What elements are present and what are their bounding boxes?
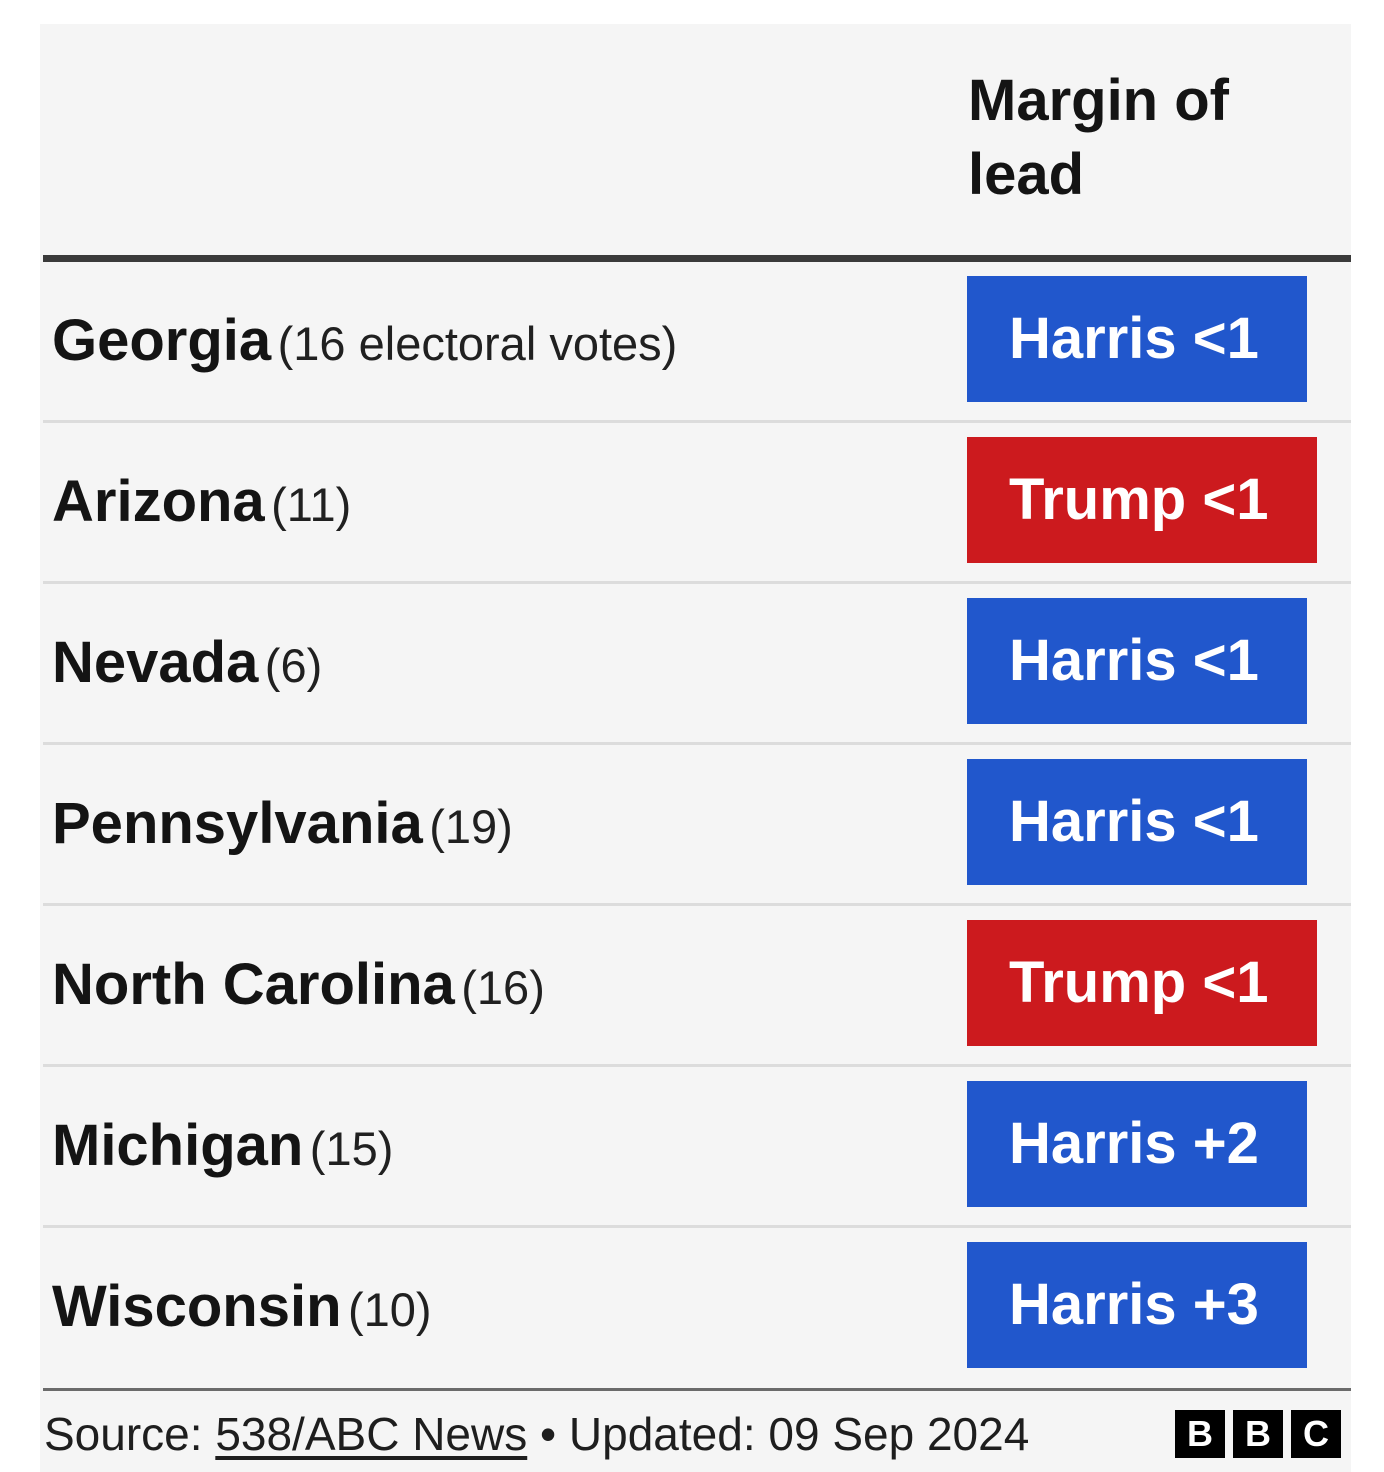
state-cell: Pennsylvania (19) <box>52 745 513 903</box>
state-cell: Michigan (15) <box>52 1067 393 1225</box>
source-link[interactable]: 538/ABC News <box>215 1408 528 1460</box>
updated-text: • Updated: 09 Sep 2024 <box>527 1408 1030 1460</box>
state-cell: Wisconsin (10) <box>52 1228 432 1386</box>
margin-badge: Harris +2 <box>967 1081 1307 1207</box>
margin-badge: Harris <1 <box>967 759 1307 885</box>
margin-badge: Harris <1 <box>967 276 1307 402</box>
chart-panel: Margin of lead <box>40 24 1351 1472</box>
state-name: North Carolina <box>52 952 455 1017</box>
state-name: Arizona <box>52 469 265 534</box>
header-divider <box>43 255 1351 262</box>
source-prefix: Source: <box>44 1408 216 1460</box>
electoral-votes: (16 electoral votes) <box>277 317 678 370</box>
table-row: North Carolina (16) Trump <1 <box>43 906 1351 1067</box>
electoral-votes: (10) <box>347 1283 432 1336</box>
table-row: Michigan (15) Harris +2 <box>43 1067 1351 1228</box>
margin-badge: Harris <1 <box>967 598 1307 724</box>
electoral-votes: (11) <box>271 478 352 531</box>
state-name: Nevada <box>52 630 259 695</box>
state-name: Michigan <box>52 1113 304 1178</box>
table-row: Wisconsin (10) Harris +3 <box>43 1228 1351 1386</box>
electoral-votes: (19) <box>429 800 513 853</box>
table-header: Margin of lead <box>40 24 1351 254</box>
table-row: Nevada (6) Harris <1 <box>43 584 1351 745</box>
state-cell: North Carolina (16) <box>52 906 545 1064</box>
margin-badge: Trump <1 <box>967 920 1317 1046</box>
bbc-logo: B B C <box>1175 1410 1341 1458</box>
bbc-logo-b1: B <box>1175 1410 1225 1458</box>
table-body: Georgia (16 electoral votes) Harris <1 Ari… <box>43 262 1351 1386</box>
source-footer: Source: 538/ABC News • Updated: 09 Sep 2… <box>44 1404 1029 1464</box>
electoral-votes: (15) <box>309 1122 394 1175</box>
electoral-votes: (6) <box>264 639 323 692</box>
margin-badge: Trump <1 <box>967 437 1317 563</box>
footer-divider <box>43 1388 1351 1391</box>
state-cell: Nevada (6) <box>52 584 322 742</box>
bbc-logo-b2: B <box>1233 1410 1283 1458</box>
electoral-votes: (16) <box>461 961 545 1014</box>
state-name: Georgia <box>52 308 272 373</box>
table-row: Arizona (11) Trump <1 <box>43 423 1351 584</box>
state-name: Wisconsin <box>52 1274 342 1339</box>
table-row: Georgia (16 electoral votes) Harris <1 <box>43 262 1351 423</box>
margin-column-header: Margin of lead <box>968 68 1229 207</box>
state-cell: Georgia (16 electoral votes) <box>52 262 677 420</box>
margin-badge: Harris +3 <box>967 1242 1307 1368</box>
state-name: Pennsylvania <box>52 791 423 856</box>
state-cell: Arizona (11) <box>52 423 351 581</box>
bbc-logo-c: C <box>1291 1410 1341 1458</box>
table-row: Pennsylvania (19) Harris <1 <box>43 745 1351 906</box>
